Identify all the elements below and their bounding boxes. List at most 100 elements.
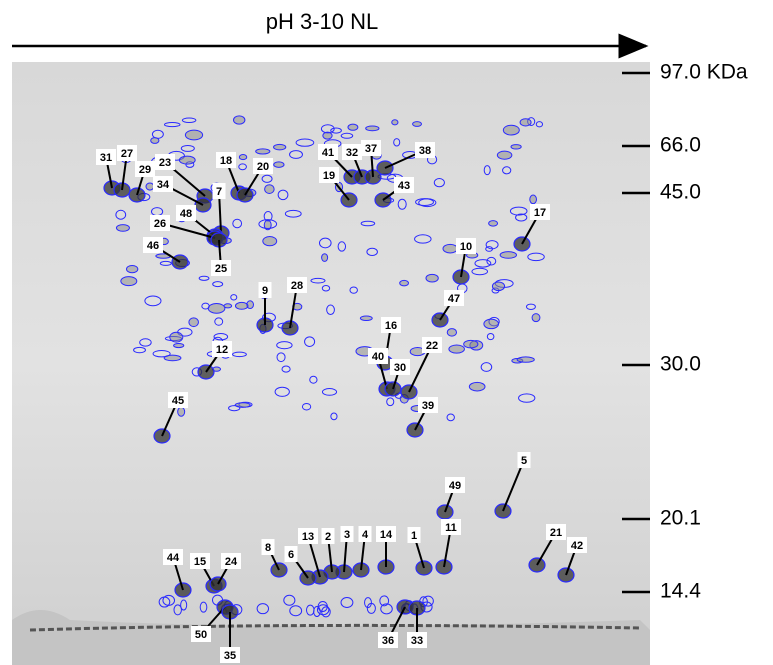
label-box — [176, 205, 196, 221]
spot-label: 34 — [157, 179, 170, 191]
label-box — [456, 238, 476, 254]
label-box — [284, 546, 298, 562]
label-box — [441, 519, 461, 535]
minor-spot — [289, 150, 303, 159]
minor-spot — [468, 381, 486, 392]
minor-spot — [380, 603, 393, 615]
minor-spot — [276, 341, 293, 350]
minor-spot — [276, 352, 286, 363]
label-box — [117, 145, 137, 161]
minor-spot — [232, 218, 243, 229]
minor-spot — [212, 281, 224, 288]
minor-spot — [264, 184, 275, 194]
minor-spot — [364, 597, 372, 609]
spot-label: 1 — [411, 530, 417, 542]
minor-spot — [359, 315, 373, 322]
minor-spot — [313, 606, 321, 618]
minor-spot — [425, 273, 439, 283]
label-box — [163, 549, 183, 565]
minor-spot — [446, 328, 458, 337]
minor-spot — [163, 121, 181, 128]
label-box — [340, 526, 354, 542]
minor-spot — [414, 234, 432, 244]
spot-label: 11 — [445, 522, 457, 534]
minor-spot — [321, 285, 331, 292]
label-box — [287, 277, 307, 293]
spot-label: 15 — [194, 556, 206, 568]
spot-label: 44 — [167, 552, 180, 564]
label-box — [211, 260, 231, 276]
minor-spot — [519, 118, 532, 127]
minor-spot — [283, 594, 296, 606]
spot-label: 16 — [385, 320, 397, 332]
spot-label: 6 — [288, 549, 294, 561]
minor-spot — [289, 605, 303, 617]
minor-spot — [502, 124, 520, 136]
minor-spot — [120, 276, 138, 287]
minor-spot — [232, 351, 247, 358]
label-box — [444, 290, 464, 306]
minor-spot — [180, 144, 195, 152]
label-box — [376, 526, 396, 542]
minor-spot — [273, 143, 287, 151]
minor-spot — [471, 267, 489, 276]
minor-spot — [509, 206, 528, 216]
label-box — [415, 142, 435, 158]
minor-spot — [152, 349, 171, 358]
label-box — [358, 526, 372, 542]
minor-spot — [177, 406, 186, 417]
minor-spot — [442, 243, 458, 254]
spot-label: 42 — [571, 540, 583, 552]
spot-label: 40 — [372, 351, 384, 363]
minor-spot — [255, 148, 271, 155]
minor-spot — [391, 119, 399, 126]
minor-spot — [263, 211, 273, 222]
minor-spot — [379, 595, 390, 607]
label-box — [378, 632, 398, 648]
minor-spot — [502, 166, 512, 175]
mw-label: 45.0 — [660, 181, 701, 204]
minor-spot — [214, 317, 224, 326]
dye-front — [29, 623, 641, 632]
label-box — [155, 154, 175, 170]
spot-label: 13 — [302, 531, 314, 543]
spot-label: 9 — [262, 285, 268, 297]
minor-spot — [340, 596, 354, 608]
label-box — [212, 183, 226, 199]
minor-spot — [486, 332, 495, 341]
minor-spot — [518, 393, 536, 403]
minor-spot — [393, 138, 401, 147]
spot-label: 50 — [195, 629, 207, 641]
minor-spot — [486, 256, 497, 266]
minor-spot — [321, 253, 329, 262]
minor-spot — [347, 123, 359, 131]
spot-label: 43 — [398, 180, 410, 192]
minor-spot — [321, 606, 331, 618]
minor-spot — [326, 304, 335, 316]
spot-label: 46 — [147, 240, 159, 252]
minor-spot — [531, 313, 541, 323]
minor-spot — [510, 144, 522, 150]
minor-spot — [173, 604, 182, 616]
label-box — [191, 626, 211, 642]
minor-spot — [163, 354, 182, 362]
spot-label: 28 — [291, 280, 303, 292]
label-box — [407, 632, 427, 648]
label-box — [394, 177, 414, 193]
minor-spot — [322, 131, 333, 140]
minor-spot — [321, 388, 338, 396]
minor-spot — [309, 375, 318, 384]
label-box — [319, 167, 339, 183]
minor-spot — [527, 252, 545, 262]
label-box — [135, 161, 155, 177]
minor-spot — [173, 342, 185, 349]
spot-label: 22 — [426, 340, 438, 352]
minor-spot — [463, 339, 479, 349]
spot-label: 39 — [422, 400, 434, 412]
minor-spot — [184, 129, 204, 141]
minor-spot — [349, 286, 358, 294]
label-box — [212, 341, 232, 357]
minor-spot — [320, 124, 335, 134]
label-box — [216, 152, 236, 168]
spot-label: 21 — [550, 527, 562, 539]
